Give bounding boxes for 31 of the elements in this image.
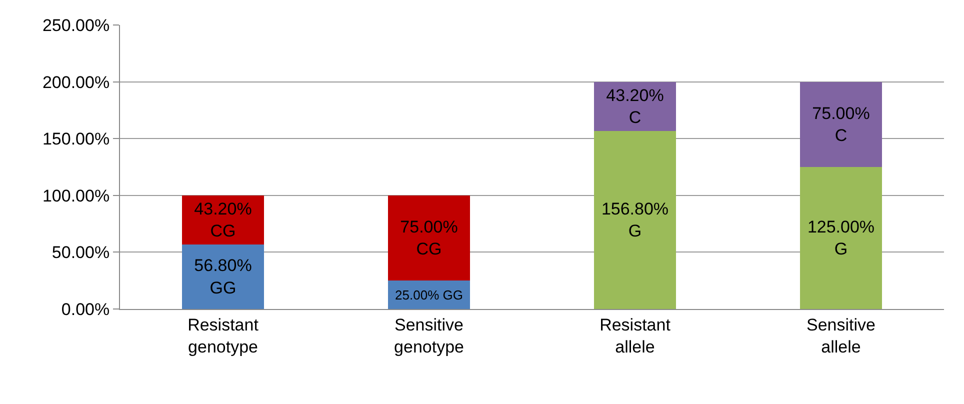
series-label: C [628, 108, 642, 127]
data-label: 43.20% [606, 86, 664, 105]
bar [800, 82, 882, 167]
data-label: 43.20% [194, 199, 252, 218]
x-tick-label: Sensitive genotype [394, 315, 464, 356]
x-tick-label: Resistant genotype [188, 315, 259, 356]
text: 25.00% GG [395, 287, 463, 302]
bar [594, 130, 676, 309]
data-label: 156.80% [601, 199, 669, 218]
series-label: G [628, 221, 642, 240]
y-tick-label: 100.00% [42, 186, 110, 206]
y-tick-label: 0.00% [61, 300, 110, 319]
series-label: GG [210, 278, 236, 298]
text: C [834, 126, 848, 145]
x-tick-label: Resistant allele [600, 315, 671, 356]
data-label: 56.80% [194, 256, 252, 276]
bar [800, 167, 882, 309]
x-tick-label: Sensitive allele [806, 315, 876, 356]
y-tick-label: 50.00% [52, 243, 110, 262]
bar [594, 82, 676, 131]
data-label: 75.00% [400, 217, 458, 236]
text: G [834, 240, 848, 259]
series-label: CG [210, 221, 236, 240]
bar [388, 195, 470, 281]
y-tick-label: 250.00% [42, 16, 110, 35]
bar [182, 244, 264, 309]
y-tick-label: 150.00% [42, 130, 110, 149]
y-tick-label: 200.00% [42, 72, 110, 92]
data-label: 125.00% [807, 217, 875, 236]
data-label: 75.00% [812, 104, 870, 123]
text: CG [416, 240, 442, 259]
